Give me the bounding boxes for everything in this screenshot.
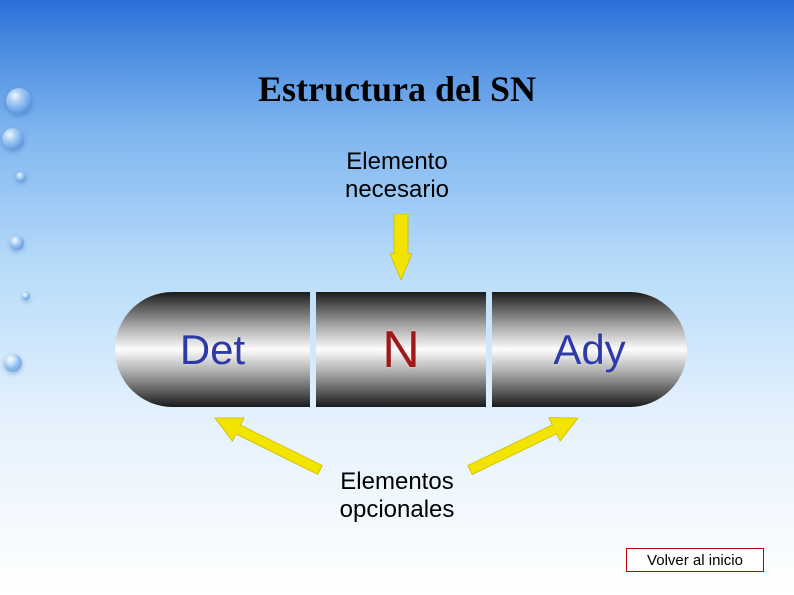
arrow-down-icon xyxy=(390,214,412,280)
segment-ady: Ady xyxy=(492,292,687,407)
top-label-line1: Elemento xyxy=(346,148,447,175)
arrow-diag-left-icon xyxy=(215,418,322,475)
slide-title: Estructura del SN xyxy=(0,68,794,110)
segment-n-label: N xyxy=(382,320,420,380)
slide: Estructura del SN Elemento necesario Det… xyxy=(0,0,794,595)
back-to-start-label: Volver al inicio xyxy=(647,552,743,569)
segment-ady-label: Ady xyxy=(553,326,625,374)
bottom-label-line2: opcionales xyxy=(340,496,455,523)
back-to-start-button[interactable]: Volver al inicio xyxy=(626,548,764,572)
top-label-line2: necesario xyxy=(345,176,449,203)
segment-det: Det xyxy=(115,292,310,407)
arrow-diag-right-icon xyxy=(468,418,578,475)
segment-n: N xyxy=(316,292,486,407)
bottom-label-line1: Elementos xyxy=(340,468,453,495)
bubble-icon xyxy=(22,292,30,300)
bubble-icon xyxy=(2,128,24,150)
bubble-icon xyxy=(10,236,24,250)
segment-det-label: Det xyxy=(180,326,245,374)
bottom-label: Elementos opcionales xyxy=(0,468,794,523)
bubble-icon xyxy=(4,354,22,372)
segment-row: Det N Ady xyxy=(115,292,687,407)
top-label: Elemento necesario xyxy=(0,148,794,203)
